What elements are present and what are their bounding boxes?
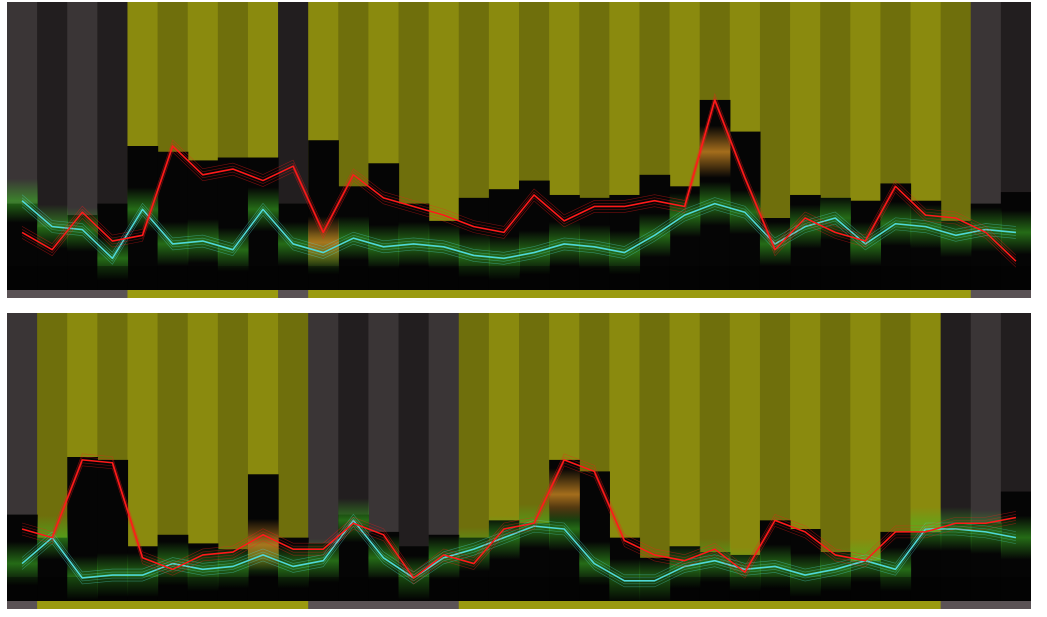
density-glow bbox=[1000, 515, 1031, 560]
category-strip bbox=[729, 601, 761, 609]
category-strip bbox=[217, 601, 249, 609]
category-strip bbox=[1000, 290, 1031, 298]
category-strip bbox=[729, 290, 761, 298]
cyan-series-line bbox=[21, 519, 1017, 582]
category-strip bbox=[488, 290, 520, 298]
cyan-series-line-trail bbox=[21, 197, 1016, 256]
category-strip bbox=[639, 290, 671, 298]
category-strip bbox=[880, 290, 912, 298]
red-series-line-trail bbox=[21, 462, 1016, 582]
category-strip bbox=[428, 601, 460, 609]
category-strip bbox=[97, 601, 129, 609]
category-strip bbox=[37, 601, 68, 609]
category-strip bbox=[97, 290, 129, 298]
category-strip bbox=[338, 601, 370, 609]
category-strip bbox=[127, 601, 159, 609]
chart-panel-bottom bbox=[7, 313, 1031, 609]
category-strip bbox=[880, 601, 912, 609]
chart-top-svg bbox=[7, 2, 1031, 298]
category-strip bbox=[127, 290, 159, 298]
category-strip bbox=[970, 290, 1002, 298]
category-strip bbox=[7, 290, 38, 298]
category-strip bbox=[247, 290, 279, 298]
category-strip bbox=[398, 601, 430, 609]
red-series-line bbox=[21, 99, 1017, 262]
category-strip bbox=[338, 290, 370, 298]
category-strip bbox=[940, 601, 972, 609]
category-strip bbox=[970, 601, 1002, 609]
category-strip bbox=[820, 290, 851, 298]
highlight-glow bbox=[247, 518, 279, 571]
background-column bbox=[639, 313, 671, 601]
category-strip bbox=[910, 290, 942, 298]
category-strip bbox=[850, 290, 882, 298]
category-strip bbox=[669, 290, 701, 298]
red-series-line-trail bbox=[21, 95, 1017, 259]
category-strip bbox=[217, 290, 249, 298]
category-strip bbox=[428, 290, 460, 298]
red-series-line bbox=[21, 459, 1017, 579]
category-strip bbox=[187, 601, 219, 609]
red-series-line-trail bbox=[21, 465, 1016, 585]
category-strip bbox=[669, 601, 701, 609]
category-strip bbox=[940, 290, 972, 298]
category-strip bbox=[7, 601, 38, 609]
category-strip bbox=[1000, 601, 1031, 609]
category-strip bbox=[157, 290, 189, 298]
category-strip bbox=[67, 290, 98, 298]
category-strip bbox=[549, 601, 580, 609]
cyan-series-line-trail bbox=[21, 203, 1016, 262]
highlight-glow bbox=[308, 216, 339, 269]
red-series-line-trail bbox=[21, 456, 1016, 576]
floor-band bbox=[7, 577, 1031, 601]
category-strip bbox=[488, 601, 520, 609]
cyan-series-line-trail bbox=[21, 522, 1016, 585]
category-strip bbox=[519, 601, 550, 609]
category-strip bbox=[579, 290, 610, 298]
category-strip bbox=[157, 601, 189, 609]
category-strip bbox=[398, 290, 430, 298]
chart-bottom-svg bbox=[7, 313, 1031, 609]
category-strip bbox=[639, 601, 671, 609]
cyan-series-line-trail bbox=[21, 525, 1016, 588]
highlight-glow bbox=[549, 468, 580, 521]
red-series-line-trail bbox=[21, 104, 1017, 268]
category-strip bbox=[368, 601, 400, 609]
cyan-series-line-trail bbox=[21, 516, 1016, 579]
category-strip bbox=[910, 601, 942, 609]
category-strip bbox=[308, 601, 339, 609]
red-series-line-trail bbox=[21, 453, 1016, 573]
category-strip bbox=[308, 290, 339, 298]
category-strip bbox=[699, 601, 731, 609]
floor-band bbox=[7, 266, 1031, 290]
category-strip bbox=[519, 290, 550, 298]
category-strip bbox=[278, 290, 309, 298]
chart-panel-top bbox=[7, 2, 1031, 298]
category-strip bbox=[820, 601, 851, 609]
category-strip bbox=[790, 601, 821, 609]
category-strip bbox=[790, 290, 821, 298]
category-strip bbox=[37, 290, 68, 298]
category-strip bbox=[759, 601, 791, 609]
category-strip bbox=[368, 290, 400, 298]
category-strip bbox=[579, 601, 610, 609]
red-series-line-trail bbox=[21, 101, 1017, 265]
category-strip bbox=[247, 601, 279, 609]
category-strip bbox=[458, 601, 490, 609]
category-strip bbox=[850, 601, 882, 609]
category-strip bbox=[609, 601, 641, 609]
cyan-series-line-trail bbox=[21, 194, 1016, 253]
category-strip bbox=[278, 601, 309, 609]
cyan-series-line bbox=[21, 200, 1017, 260]
category-strip bbox=[67, 601, 98, 609]
category-strip bbox=[549, 290, 580, 298]
category-strip bbox=[187, 290, 219, 298]
red-series-line-trail bbox=[21, 92, 1017, 256]
category-strip bbox=[609, 290, 641, 298]
category-strip bbox=[458, 290, 490, 298]
category-strip bbox=[759, 290, 791, 298]
category-strip bbox=[699, 290, 731, 298]
